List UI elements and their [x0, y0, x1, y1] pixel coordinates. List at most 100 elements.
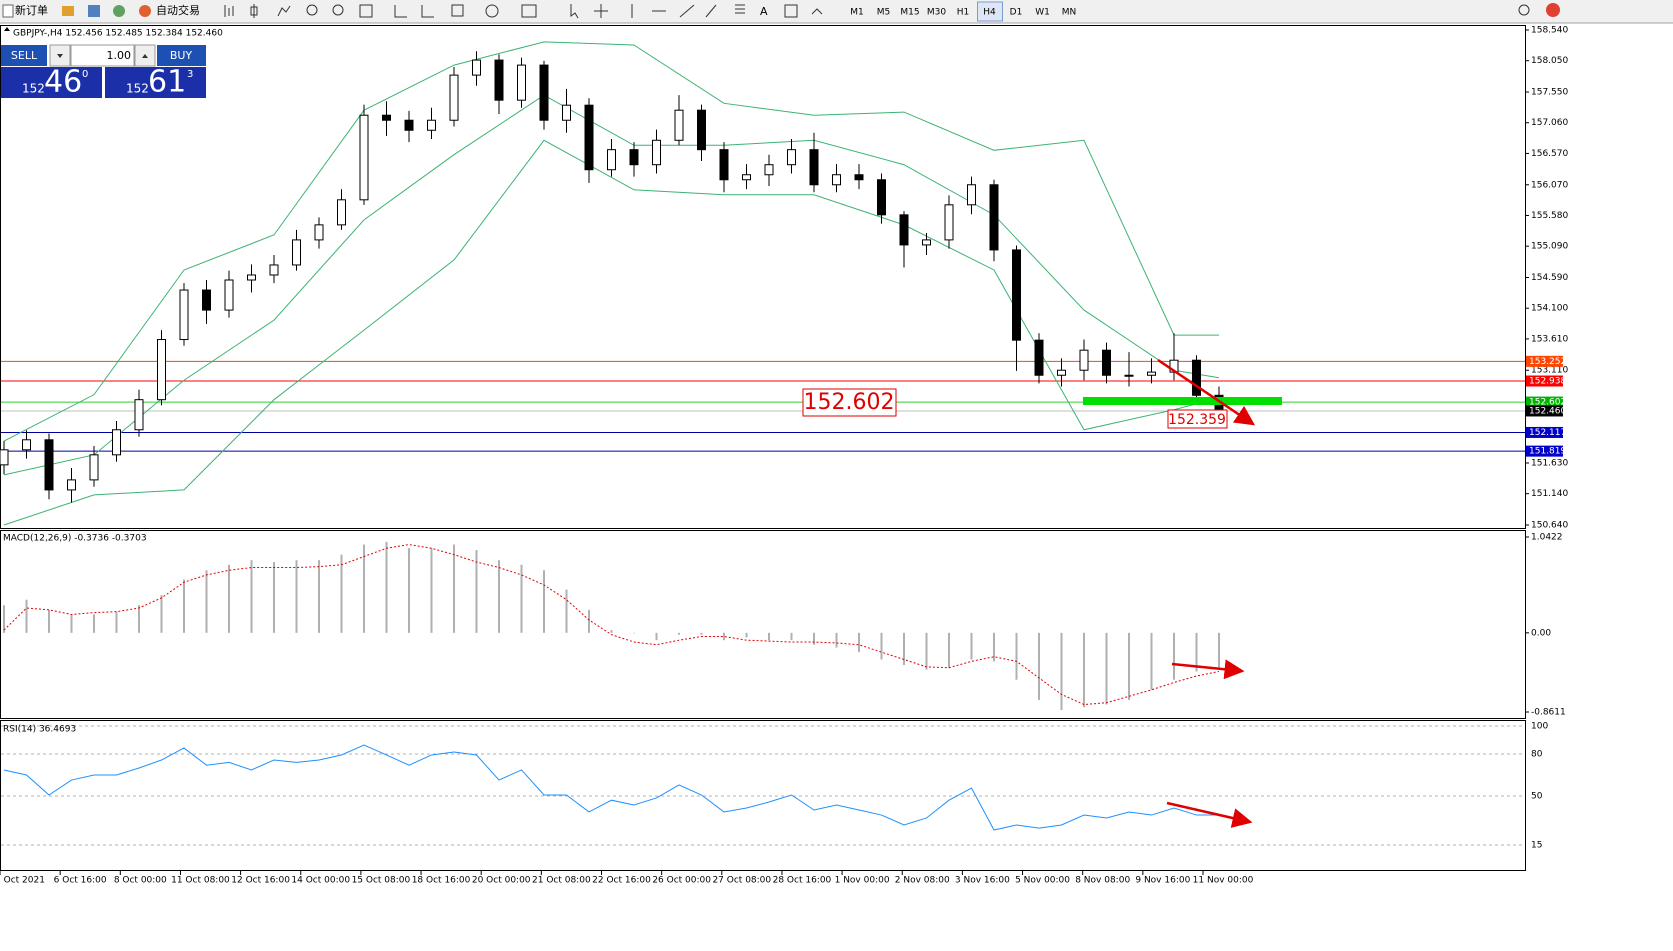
bollinger-upper — [3, 41, 1219, 442]
x-tick-label: 21 Oct 08:00 — [532, 876, 591, 886]
macd-bar — [1173, 632, 1175, 680]
timeframe[interactable]: M5 — [877, 8, 891, 18]
candle-body — [179, 289, 189, 341]
lots-input[interactable] — [70, 44, 135, 67]
macd-bar — [925, 632, 928, 670]
macd-bar — [3, 605, 5, 633]
candle-body — [629, 149, 639, 166]
price-level-box — [1526, 426, 1563, 438]
auto-trading[interactable]: 自动交易 — [156, 3, 200, 17]
x-tick-label: 28 Oct 16:00 — [773, 876, 832, 886]
sell-label[interactable]: SELL — [11, 49, 38, 62]
candle-body — [247, 274, 256, 281]
y-tick-label: 151.630 — [1531, 458, 1568, 468]
x-tick-label: 22 Oct 16:00 — [592, 876, 651, 886]
buy-button[interactable] — [157, 45, 206, 66]
timeframe[interactable]: W1 — [1035, 8, 1050, 18]
y-tick-label: 158.540 — [1531, 26, 1568, 36]
timeframe[interactable]: M30 — [927, 8, 946, 18]
y-tick-label: -0.8611 — [1531, 708, 1566, 718]
macd-bar — [183, 579, 185, 633]
sell-price[interactable] — [1, 67, 102, 98]
y-tick-label: 156.570 — [1531, 149, 1568, 159]
macd-bar — [700, 632, 703, 635]
macd-bar — [610, 630, 613, 633]
candle-body — [404, 119, 414, 131]
macd-bar — [858, 632, 860, 653]
timeframe[interactable]: M1 — [850, 8, 864, 18]
timeframe[interactable]: MN — [1062, 8, 1077, 18]
x-tick-label: 15 Oct 08:00 — [352, 876, 411, 886]
auto-trading-icon[interactable] — [139, 5, 151, 17]
candle-body — [449, 74, 459, 121]
toolbar-bg — [0, 0, 1673, 23]
macd-bar — [115, 611, 118, 633]
icon[interactable] — [113, 5, 125, 17]
icon[interactable] — [88, 5, 100, 17]
candle-body — [944, 204, 954, 241]
annotation: 152.359 — [1168, 412, 1226, 428]
rsi-chart: 100 80 50 15 — [1, 722, 1548, 851]
y-tick-label: 154.590 — [1531, 273, 1568, 283]
candle-body — [292, 239, 301, 266]
candle-body — [1192, 359, 1201, 396]
macd-bar — [138, 605, 140, 633]
macd-bar — [93, 614, 95, 633]
buy-price[interactable] — [105, 67, 206, 98]
macd-bar — [723, 632, 725, 641]
notification-icon[interactable] — [1546, 3, 1560, 17]
lots[interactable]: 1.00 — [107, 49, 132, 62]
y-tick-label: 155.580 — [1531, 211, 1568, 221]
candle-body — [562, 104, 571, 121]
x-tick-label: 27 Oct 08:00 — [712, 876, 771, 886]
macd-bar — [498, 560, 500, 633]
sell-sup: 0 — [82, 69, 88, 80]
new-order[interactable]: 新订单 — [15, 3, 48, 17]
timeframe[interactable]: H1 — [957, 8, 970, 18]
new-order-icon[interactable] — [2, 4, 14, 18]
search-icon[interactable] — [1518, 4, 1530, 16]
timeframe[interactable]: M15 — [900, 8, 919, 18]
buy-label[interactable]: BUY — [170, 49, 193, 62]
candle-body — [1012, 249, 1021, 341]
support-zone — [1083, 397, 1282, 405]
trade-panel: SELL 1.00 BUY 152 46 0 152 61 3 — [1, 44, 206, 100]
macd-bar — [745, 632, 748, 638]
sell-button[interactable] — [1, 45, 47, 66]
y-tick-label: 80 — [1531, 750, 1543, 760]
macd-bar — [543, 570, 545, 633]
candle-body — [652, 139, 661, 166]
x-tick-label: 1 Nov 00:00 — [835, 876, 890, 886]
candle-body — [472, 59, 481, 76]
price-level-box — [1526, 396, 1563, 408]
arrow — [1171, 659, 1245, 680]
macd-bar — [993, 632, 995, 662]
candle-body — [157, 339, 166, 401]
candle-body — [67, 479, 76, 491]
x-tick-label: 5 Oct 2021 — [0, 876, 45, 886]
timeframe[interactable]: D1 — [1010, 8, 1023, 18]
candle-body — [517, 64, 526, 101]
macd-bar — [408, 548, 410, 633]
price-level-box — [1526, 375, 1563, 387]
timeframe[interactable]: H4 — [983, 8, 996, 18]
macd-bar — [880, 632, 883, 660]
chart-header: GBPJPY-,H4 152.456 152.485 152.384 152.4… — [13, 29, 223, 39]
macd-signal — [3, 544, 1220, 706]
price-level-label: 151.819 — [1529, 447, 1566, 457]
x-tick-label: 3 Nov 16:00 — [955, 876, 1010, 886]
y-tick-label: 153.610 — [1531, 334, 1568, 344]
y-tick-label: 15 — [1531, 841, 1542, 851]
annotation: 152.602 — [804, 390, 895, 415]
candle-body — [832, 174, 841, 186]
y-tick-label: 150.640 — [1531, 521, 1568, 531]
macd-bar — [250, 560, 253, 633]
icon[interactable] — [62, 6, 74, 16]
macd-bar — [430, 548, 433, 633]
sell-big: 152 — [22, 82, 45, 96]
price-level-label: 152.938 — [1529, 377, 1566, 387]
macd-bar — [1128, 632, 1130, 700]
rsi-header: RSI(14) 36.4693 — [3, 725, 76, 735]
macd-bar — [655, 632, 658, 641]
bollinger-lower — [3, 139, 1220, 526]
